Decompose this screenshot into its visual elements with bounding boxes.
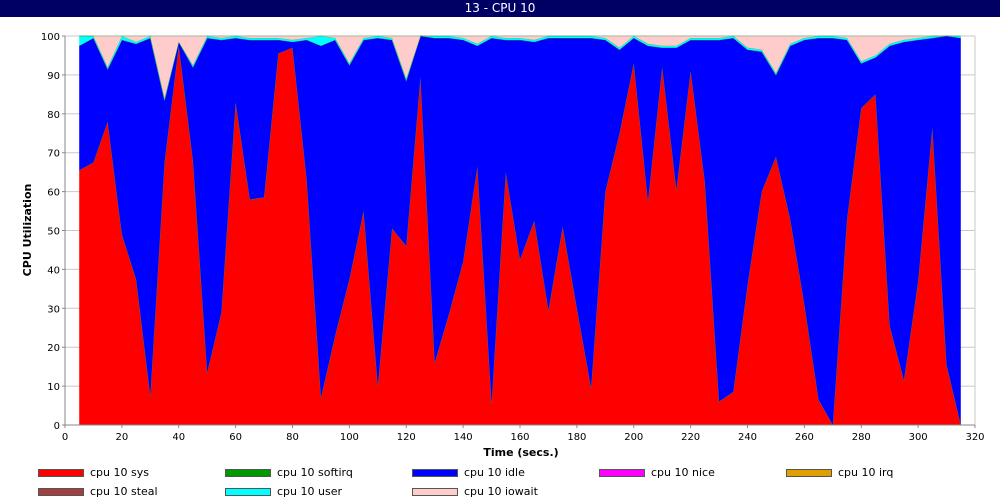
x-tick-label: 200 [624, 432, 643, 443]
plot-areas [79, 35, 962, 427]
y-tick-label: 30 [47, 304, 60, 315]
x-tick-label: 120 [397, 432, 416, 443]
x-tick-label: 0 [62, 432, 68, 443]
x-tick-label: 80 [286, 432, 299, 443]
x-tick-label: 300 [909, 432, 928, 443]
legend-swatch [38, 488, 84, 496]
legend-item: cpu 10 idle [412, 466, 525, 480]
y-tick-label: 20 [47, 343, 60, 354]
legend-item: cpu 10 sys [38, 466, 149, 480]
axes: 0 10 20 30 40 50 60 70 80 90 100 0 20 40 60 80 100 120 140… [41, 32, 985, 443]
x-tick-label: 20 [116, 432, 129, 443]
y-tick-label: 10 [47, 382, 60, 393]
x-tick-label: 60 [229, 432, 242, 443]
legend-swatch [599, 469, 645, 477]
legend-label: cpu 10 nice [651, 466, 715, 479]
area-cpu-10-sys [79, 45, 961, 425]
area-cpu-10-idle [79, 36, 961, 425]
x-tick-label: 320 [965, 432, 984, 443]
legend-label: cpu 10 iowait [464, 485, 538, 498]
y-tick-label: 60 [47, 188, 60, 199]
y-tick-label: 90 [47, 71, 60, 82]
area-cpu-10-iowait [79, 36, 961, 99]
y-tick-label: 100 [41, 32, 60, 43]
x-tick-label: 180 [567, 432, 586, 443]
legend-swatch [38, 469, 84, 477]
x-tick-label: 240 [738, 432, 757, 443]
legend-item: cpu 10 steal [38, 485, 158, 499]
x-tick-label: 280 [852, 432, 871, 443]
legend-swatch [786, 469, 832, 477]
legend-swatch [225, 488, 271, 496]
x-tick-label: 260 [795, 432, 814, 443]
legend-item: cpu 10 irq [786, 466, 893, 480]
x-axis-label: Time (secs.) [483, 446, 558, 459]
cpu-utilization-chart: 0 10 20 30 40 50 60 70 80 90 100 0 20 40 60 80 100 120 140… [21, 32, 985, 459]
legend-label: cpu 10 sys [90, 466, 149, 479]
legend-label: cpu 10 user [277, 485, 342, 498]
x-tick-label: 220 [681, 432, 700, 443]
legend-item: cpu 10 user [225, 485, 342, 499]
y-tick-label: 80 [47, 110, 60, 121]
legend-item: cpu 10 softirq [225, 466, 353, 480]
y-tick-label: 50 [47, 227, 60, 238]
x-tick-label: 160 [510, 432, 529, 443]
y-tick-label: 70 [47, 149, 60, 160]
legend-swatch [225, 469, 271, 477]
legend-item: cpu 10 iowait [412, 485, 538, 499]
legend-label: cpu 10 idle [464, 466, 525, 479]
legend-swatch [412, 469, 458, 477]
y-axis-label: CPU Utilization [21, 184, 34, 277]
legend-label: cpu 10 softirq [277, 466, 353, 479]
y-tick-label: 0 [54, 421, 60, 432]
x-tick-label: 140 [454, 432, 473, 443]
x-tick-label: 40 [172, 432, 185, 443]
legend-label: cpu 10 irq [838, 466, 894, 479]
window-title: 13 - CPU 10 [0, 0, 1000, 17]
legend-swatch [412, 488, 458, 496]
legend-item: cpu 10 nice [599, 466, 715, 480]
y-tick-label: 40 [47, 265, 60, 276]
legend-label: cpu 10 steal [90, 485, 158, 498]
x-tick-label: 100 [340, 432, 359, 443]
